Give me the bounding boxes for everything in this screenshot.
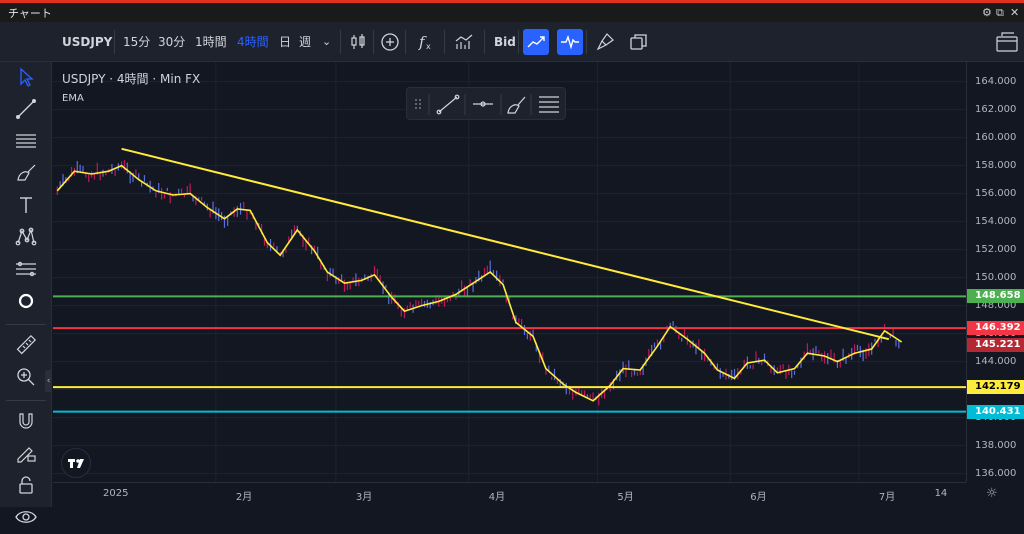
- price-chart[interactable]: [53, 62, 966, 482]
- duplicate-icon[interactable]: [625, 29, 651, 55]
- chevron-down-icon[interactable]: ⌄: [322, 35, 332, 48]
- interval-30m[interactable]: 30分: [158, 35, 186, 49]
- time-tick-label: 2月: [235, 492, 253, 503]
- layout-icon[interactable]: [994, 29, 1020, 55]
- divider: [518, 30, 519, 54]
- price-tick-label: 136.000: [975, 467, 1017, 479]
- zoom-in-icon[interactable]: [13, 364, 39, 390]
- price-tick-label: 156.000: [975, 187, 1017, 199]
- divider: [484, 30, 485, 54]
- chart-legend: USDJPY · 4時間 · Min FX: [62, 72, 201, 86]
- circle-icon[interactable]: [13, 288, 39, 314]
- divider: [373, 30, 374, 54]
- price-level-badge: 140.431: [967, 404, 1024, 419]
- time-tick-label: 4月: [488, 492, 506, 503]
- price-tick-label: 164.000: [975, 75, 1017, 87]
- trendline-icon[interactable]: [436, 94, 460, 115]
- price-type-button[interactable]: Bid: [494, 35, 516, 49]
- indicator-legend[interactable]: EMA: [62, 93, 84, 104]
- price-tick-label: 144.000: [975, 355, 1017, 367]
- popout-icon[interactable]: ⧉: [996, 6, 1004, 19]
- divider: [114, 30, 115, 54]
- settings-icon[interactable]: ⚙: [982, 6, 992, 19]
- interval-day[interactable]: 日: [279, 35, 292, 49]
- pattern-icon[interactable]: [13, 224, 39, 250]
- svg-text:x: x: [426, 42, 431, 51]
- interval-1h[interactable]: 1時間: [195, 35, 227, 49]
- price-tick-label: 154.000: [975, 215, 1017, 227]
- brush-tool-icon[interactable]: [13, 160, 39, 186]
- price-axis[interactable]: 164.000 162.000 160.000 158.000 156.000 154.0…: [966, 62, 1024, 482]
- price-tick-label: 148.000: [975, 299, 1017, 311]
- eye-icon[interactable]: [13, 504, 39, 530]
- price-tick-label: 160.000: [975, 131, 1017, 143]
- time-tick-label: 6月: [750, 492, 767, 503]
- lines-menu-icon[interactable]: [539, 96, 559, 113]
- collapse-toolbar-button[interactable]: ‹: [45, 370, 52, 392]
- price-tick-label: 150.000: [975, 271, 1017, 283]
- interval-week[interactable]: 週: [299, 35, 312, 49]
- price-level-badge: 145.221: [967, 337, 1024, 352]
- measure-lines-icon[interactable]: [13, 256, 39, 282]
- divider: [444, 30, 445, 54]
- price-tick-label: 162.000: [975, 103, 1017, 115]
- brush-icon[interactable]: [592, 29, 618, 55]
- magnet-icon[interactable]: [13, 408, 39, 434]
- drawing-toolbar: [0, 62, 52, 523]
- window-title: チャート: [8, 7, 52, 20]
- symbol-button[interactable]: USDJPY: [62, 35, 113, 49]
- interval-4h[interactable]: 4時間: [237, 35, 269, 49]
- axis-settings-icon[interactable]: ☼: [986, 486, 998, 501]
- close-icon[interactable]: ✕: [1010, 6, 1020, 19]
- divider: [586, 30, 587, 54]
- price-tick-label: 138.000: [975, 439, 1017, 451]
- price-tick-label: 158.000: [975, 159, 1017, 171]
- drag-handle-icon[interactable]: [415, 99, 421, 109]
- ruler-icon[interactable]: [13, 332, 39, 358]
- divider: [405, 30, 406, 54]
- trend-mode-icon[interactable]: [523, 29, 549, 55]
- svg-text:f: f: [418, 33, 427, 51]
- time-tick-label: 7月: [878, 492, 896, 503]
- cursor-icon[interactable]: [13, 64, 39, 90]
- horizontal-lines-icon[interactable]: [13, 128, 39, 154]
- time-tick-label: 2025: [103, 488, 129, 499]
- divider: [6, 324, 46, 325]
- lock-icon[interactable]: [13, 472, 39, 498]
- window-titlebar: チャート ⚙ ⧉ ✕: [0, 0, 1024, 22]
- price-level-badge: 146.392: [967, 321, 1024, 336]
- text-icon[interactable]: [13, 192, 39, 218]
- time-tick-label: 5月: [617, 492, 634, 503]
- divider: [6, 400, 46, 401]
- pencil-lock-icon[interactable]: [13, 440, 39, 466]
- bar-chart-icon[interactable]: [451, 29, 477, 55]
- time-tick-label: 3月: [355, 492, 373, 503]
- pulse-icon[interactable]: [557, 29, 583, 55]
- tradingview-logo[interactable]: [61, 448, 91, 478]
- time-tick-label: 14: [934, 488, 948, 499]
- add-indicator-icon[interactable]: [377, 29, 403, 55]
- trendline-icon[interactable]: [13, 96, 39, 122]
- trendline: [121, 147, 890, 341]
- floating-drawing-toolbar: [406, 87, 566, 120]
- divider: [340, 30, 341, 54]
- interval-15m[interactable]: 15分: [123, 35, 151, 49]
- candles-icon[interactable]: [345, 29, 371, 55]
- price-level-badge: 142.179: [967, 380, 1024, 395]
- time-axis[interactable]: 2025 2月 3月 4月 5月 6月 7月 14: [53, 482, 966, 507]
- brush-icon[interactable]: [507, 96, 526, 114]
- ema-line: [56, 164, 903, 402]
- price-level-badge: 148.658: [967, 289, 1024, 304]
- price-tick-label: 152.000: [975, 243, 1017, 255]
- horizontal-ray-icon[interactable]: [473, 101, 493, 107]
